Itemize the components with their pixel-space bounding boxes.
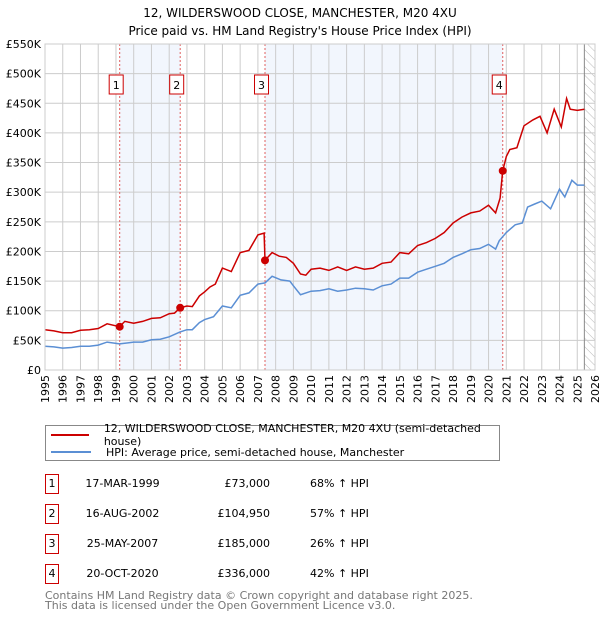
sale-date: 25-MAY-2007 bbox=[86, 537, 159, 550]
property-series-line bbox=[44, 95, 585, 334]
x-tick-label: 2023 bbox=[536, 375, 549, 403]
y-tick-label: £300K bbox=[6, 186, 42, 199]
sale-marker-badge bbox=[169, 74, 185, 95]
table-row: 3 25-MAY-2007 £185,000 26% ↑ HPI bbox=[45, 534, 445, 554]
footer-copyright: Contains HM Land Registry data © Crown c… bbox=[45, 589, 473, 602]
price-chart: 12, WILDERSWOOD CLOSE, MANCHESTER, M20 4… bbox=[6, 6, 600, 403]
y-tick-label: £450K bbox=[6, 97, 42, 110]
x-tick-label: 2009 bbox=[287, 375, 300, 403]
sale-point bbox=[261, 256, 269, 265]
shaded-ownership-range bbox=[119, 44, 181, 370]
y-tick-label: £350K bbox=[6, 157, 42, 170]
sale-price: £336,000 bbox=[217, 567, 271, 580]
y-tick-label: £500K bbox=[6, 68, 42, 81]
hpi-series-line bbox=[44, 179, 585, 349]
x-tick-label: 2007 bbox=[252, 375, 265, 403]
x-tick-label: 1999 bbox=[110, 375, 123, 403]
sale-marker-label: 3 bbox=[258, 79, 265, 92]
hatched-region bbox=[584, 44, 595, 370]
table-row: 2 16-AUG-2002 £104,950 57% ↑ HPI bbox=[45, 504, 445, 524]
y-tick-label: £250K bbox=[6, 216, 42, 229]
x-tick-label: 2011 bbox=[323, 375, 336, 403]
x-tick-label: 2026 bbox=[589, 375, 600, 403]
x-tick-label: 2000 bbox=[128, 375, 141, 403]
footer-licence: This data is licensed under the Open Gov… bbox=[45, 599, 396, 612]
sale-marker-badge bbox=[108, 74, 124, 95]
x-tick-label: 2004 bbox=[199, 375, 212, 403]
y-tick-label: £150K bbox=[6, 275, 42, 288]
x-tick-label: 2008 bbox=[270, 375, 283, 403]
sale-point bbox=[176, 303, 185, 312]
sale-hpi-diff: 68% ↑ HPI bbox=[310, 477, 369, 490]
y-tick-label: £550K bbox=[6, 38, 42, 51]
sale-price: £185,000 bbox=[217, 537, 271, 550]
x-tick-label: 2013 bbox=[358, 375, 371, 403]
x-tick-label: 2006 bbox=[234, 375, 247, 403]
sale-price: £104,950 bbox=[217, 507, 271, 520]
x-tick-label: 2019 bbox=[465, 375, 478, 403]
sale-hpi-diff: 57% ↑ HPI bbox=[310, 507, 369, 520]
x-tick-label: 2017 bbox=[429, 375, 442, 403]
x-tick-label: 2020 bbox=[483, 375, 496, 403]
x-tick-label: 2018 bbox=[447, 375, 460, 403]
sale-marker-badge bbox=[491, 74, 507, 95]
x-tick-label: 2021 bbox=[500, 375, 513, 403]
chart-title: 12, WILDERSWOOD CLOSE, MANCHESTER, M20 4… bbox=[143, 6, 457, 20]
y-tick-label: £50K bbox=[13, 334, 42, 347]
x-tick-label: 1996 bbox=[57, 375, 70, 403]
sale-number-badge: 4 bbox=[45, 564, 59, 584]
legend-item-hpi: HPI: Average price, semi-detached house,… bbox=[46, 444, 404, 460]
x-tick-label: 2003 bbox=[181, 375, 194, 403]
x-tick-label: 2005 bbox=[216, 375, 229, 403]
x-tick-label: 2001 bbox=[145, 375, 158, 403]
y-tick-label: £100K bbox=[6, 305, 42, 318]
table-row: 1 17-MAR-1999 £73,000 68% ↑ HPI bbox=[45, 474, 445, 494]
sale-marker-label: 4 bbox=[496, 79, 503, 92]
legend: 12, WILDERSWOOD CLOSE, MANCHESTER, M20 4… bbox=[45, 422, 500, 461]
y-tick-label: £200K bbox=[6, 245, 42, 258]
sale-number-badge: 1 bbox=[45, 474, 59, 494]
x-tick-label: 2014 bbox=[376, 375, 389, 403]
sale-number-badge: 2 bbox=[45, 504, 59, 524]
x-tick-label: 2016 bbox=[412, 375, 425, 403]
sale-hpi-diff: 42% ↑ HPI bbox=[310, 567, 369, 580]
sale-date: 16-AUG-2002 bbox=[85, 507, 160, 520]
x-tick-label: 2022 bbox=[518, 375, 531, 403]
x-tick-label: 1995 bbox=[39, 375, 52, 403]
sale-hpi-diff: 26% ↑ HPI bbox=[310, 537, 369, 550]
x-tick-label: 2015 bbox=[394, 375, 407, 403]
legend-swatch-hpi bbox=[51, 451, 91, 453]
chart-subtitle: Price paid vs. HM Land Registry's House … bbox=[128, 24, 471, 38]
y-tick-label: £400K bbox=[6, 127, 42, 140]
x-tick-label: 2010 bbox=[305, 375, 318, 403]
sale-marker-label: 1 bbox=[113, 79, 120, 92]
x-tick-label: 2002 bbox=[163, 375, 176, 403]
sale-point bbox=[498, 166, 507, 175]
x-tick-label: 2012 bbox=[341, 375, 354, 403]
table-row: 4 20-OCT-2020 £336,000 42% ↑ HPI bbox=[45, 564, 445, 584]
sale-number-badge: 3 bbox=[45, 534, 59, 554]
x-tick-label: 2025 bbox=[571, 375, 584, 403]
x-tick-label: 1998 bbox=[92, 375, 105, 403]
sale-point bbox=[115, 322, 124, 331]
x-tick-label: 1997 bbox=[74, 375, 87, 403]
sale-price: £73,000 bbox=[224, 477, 271, 490]
plot-border bbox=[44, 43, 596, 371]
legend-item-property: 12, WILDERSWOOD CLOSE, MANCHESTER, M20 4… bbox=[46, 422, 499, 448]
legend-label-property: 12, WILDERSWOOD CLOSE, MANCHESTER, M20 4… bbox=[103, 422, 481, 448]
legend-label-hpi: HPI: Average price, semi-detached house,… bbox=[106, 445, 405, 459]
sale-marker-label: 2 bbox=[173, 79, 180, 92]
sale-marker-badge bbox=[254, 74, 269, 95]
legend-swatch-property bbox=[51, 434, 89, 436]
sale-date: 17-MAR-1999 bbox=[85, 477, 160, 490]
sale-date: 20-OCT-2020 bbox=[86, 567, 159, 580]
y-tick-label: £0 bbox=[27, 364, 41, 377]
x-tick-label: 2024 bbox=[554, 375, 567, 403]
shaded-ownership-range bbox=[265, 44, 503, 370]
